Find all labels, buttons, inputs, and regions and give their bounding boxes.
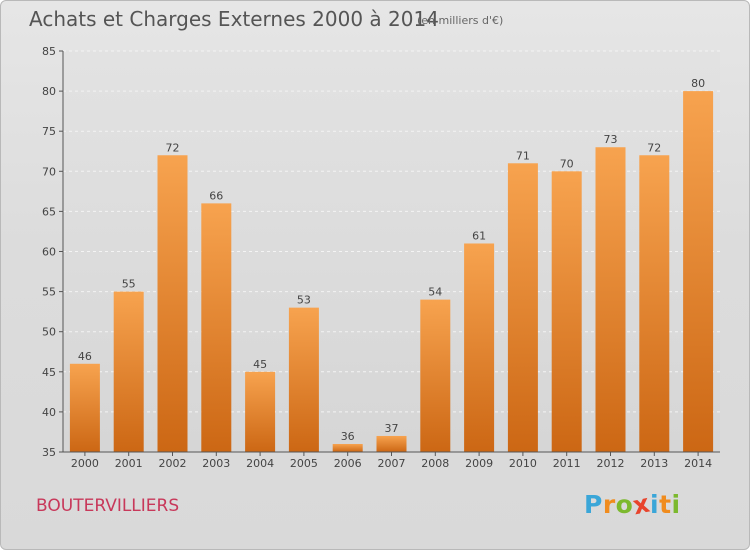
data-label-2011: 70: [560, 157, 574, 170]
y-tick-label: 50: [42, 326, 56, 339]
bar-2004: [245, 371, 276, 452]
chart-subtitle: (en milliers d'€): [417, 14, 504, 27]
y-tick-label: 85: [42, 45, 56, 58]
data-label-2014: 80: [691, 77, 705, 90]
x-tick-label-2002: 2002: [159, 457, 187, 470]
y-tick-label: 40: [42, 406, 56, 419]
logo-letter: i: [671, 490, 681, 519]
bar-2007: [376, 435, 407, 452]
data-label-2007: 37: [385, 422, 399, 435]
data-label-2000: 46: [78, 350, 92, 363]
bar-2002: [157, 155, 188, 452]
x-tick-label-2010: 2010: [509, 457, 537, 470]
data-label-2009: 61: [472, 229, 486, 242]
y-tick-label: 75: [42, 125, 56, 138]
x-tick-label-2007: 2007: [378, 457, 406, 470]
data-label-2005: 53: [297, 294, 311, 307]
commune-name: BOUTERVILLIERS: [36, 496, 180, 516]
bar-2013: [639, 155, 670, 452]
bar-2000: [69, 363, 100, 452]
data-label-2004: 45: [253, 358, 267, 371]
bar-2001: [113, 291, 144, 452]
logo-letter: t: [659, 490, 672, 519]
logo-letter: o: [615, 490, 634, 519]
x-tick-label-2009: 2009: [465, 457, 493, 470]
x-tick-label-2003: 2003: [202, 457, 230, 470]
x-tick-label-2013: 2013: [640, 457, 668, 470]
y-tick-label: 65: [42, 205, 56, 218]
chart-title: Achats et Charges Externes 2000 à 2014: [29, 7, 439, 31]
bar-2003: [201, 203, 232, 452]
x-tick-label-2004: 2004: [246, 457, 274, 470]
logo-letter: P: [584, 490, 603, 519]
data-label-2008: 54: [428, 286, 442, 299]
bar-2014: [683, 91, 714, 452]
logo-letter: i: [650, 490, 660, 519]
logo-letter: r: [602, 490, 616, 519]
bar-2010: [507, 163, 538, 452]
y-tick-label: 35: [42, 446, 56, 459]
x-tick-label-2000: 2000: [71, 457, 99, 470]
data-label-2006: 36: [341, 430, 355, 443]
data-label-2010: 71: [516, 149, 530, 162]
y-tick-label: 45: [42, 366, 56, 379]
y-tick-label: 60: [42, 246, 56, 259]
data-label-2012: 73: [604, 133, 618, 146]
bar-2008: [420, 299, 451, 452]
y-tick-label: 55: [42, 286, 56, 299]
bar-2012: [595, 147, 626, 453]
data-label-2002: 72: [166, 141, 180, 154]
bar-2005: [288, 307, 319, 452]
bar-2009: [464, 243, 495, 452]
data-label-2001: 55: [122, 278, 136, 291]
proxiti-logo: Proxiti: [584, 489, 681, 521]
y-tick-label: 70: [42, 165, 56, 178]
data-label-2013: 72: [647, 141, 661, 154]
x-tick-label-2006: 2006: [334, 457, 362, 470]
bar-2011: [551, 171, 582, 453]
data-label-2003: 66: [209, 189, 223, 202]
y-tick-label: 80: [42, 85, 56, 98]
x-tick-label-2012: 2012: [597, 457, 625, 470]
x-tick-label-2001: 2001: [115, 457, 143, 470]
bar-2006: [332, 443, 363, 452]
x-tick-label-2014: 2014: [684, 457, 712, 470]
x-tick-label-2011: 2011: [553, 457, 581, 470]
x-tick-label-2005: 2005: [290, 457, 318, 470]
x-tick-label-2008: 2008: [421, 457, 449, 470]
